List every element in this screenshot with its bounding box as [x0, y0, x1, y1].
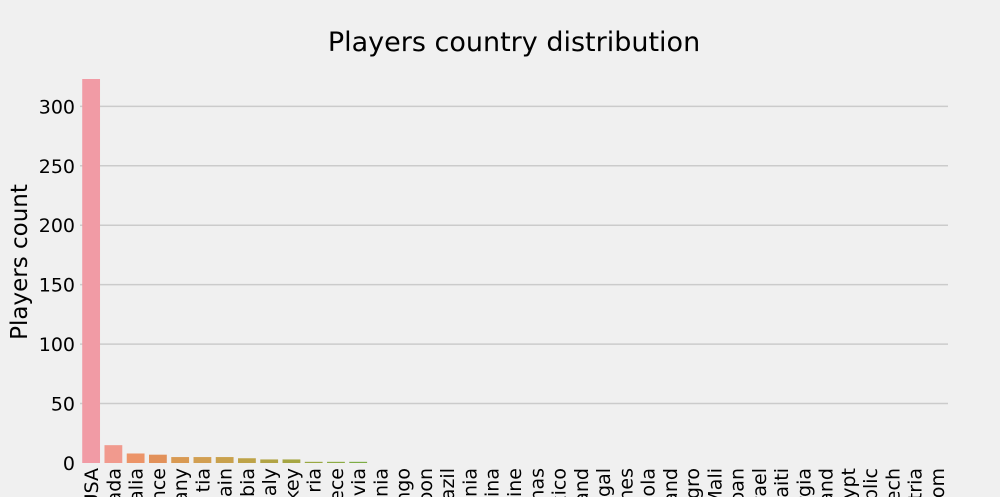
x-tick-label: ece: [326, 468, 348, 497]
x-tick-label: and: [660, 468, 682, 497]
x-tick-label: ech: [882, 468, 904, 497]
bar-greece: [327, 461, 345, 463]
x-tick-label: nia: [370, 468, 392, 497]
x-tick-label: ypt: [838, 468, 860, 497]
x-tick-label: mas: [526, 468, 548, 497]
x-tick-label: ain: [215, 468, 237, 497]
bar-germany: [171, 457, 190, 463]
y-tick-label: 100: [39, 334, 75, 356]
bars: [82, 79, 368, 463]
x-tick-label: rgia: [793, 468, 815, 497]
bar-serbia: [238, 458, 256, 463]
x-tick-label: stria: [905, 468, 927, 497]
x-tick-label: ola: [638, 468, 660, 497]
x-tick-label: tina: [482, 468, 504, 497]
bar-turkey: [282, 459, 301, 463]
x-tick-label: dom: [927, 468, 949, 497]
x-tick-label: azil: [437, 468, 459, 497]
x-tick-label: nia: [459, 468, 481, 497]
x-tick-label: ngo: [393, 468, 415, 497]
y-tick-label: 50: [51, 394, 75, 416]
x-tick-label: oon: [415, 468, 437, 497]
bar-italy: [260, 459, 279, 463]
x-tick-label: aiti: [771, 468, 793, 497]
y-tick-label: 250: [39, 156, 75, 178]
y-tick-label: 300: [39, 96, 75, 118]
x-tick-label: egal: [593, 468, 615, 497]
x-tick-label: any: [170, 468, 192, 497]
x-tick-label: egro: [682, 468, 704, 497]
x-tick-label: via: [348, 468, 370, 496]
x-tick-label: aine: [504, 468, 526, 497]
x-tick-label: xico: [549, 468, 571, 497]
x-tick-label: aly: [259, 468, 281, 496]
x-tick-label: blic: [860, 468, 882, 497]
bar-canada: [104, 445, 123, 463]
y-tick-label: 200: [39, 215, 75, 237]
x-tick-label: and: [571, 468, 593, 497]
x-tick-label: pan: [727, 468, 749, 497]
bar-croatia: [193, 457, 212, 463]
bar-spain: [215, 457, 234, 463]
x-tick-label: USA: [81, 468, 103, 497]
x-tick-label: tia: [192, 468, 214, 492]
y-tick-label: 0: [63, 453, 75, 475]
y-tick-label: 150: [39, 275, 75, 297]
bar-latvia: [349, 461, 368, 463]
bar-usa: [82, 79, 101, 463]
gridlines: [80, 105, 948, 405]
y-axis-label: Players count: [7, 184, 33, 340]
bar-france: [148, 454, 167, 463]
x-tick-label: Mali: [704, 468, 726, 497]
x-tick-label: key: [281, 468, 303, 497]
x-tick-label: bia: [237, 468, 259, 497]
y-axis-ticks: 0 50 100 150 200 250 300: [39, 96, 75, 475]
x-tick-label: rael: [749, 468, 771, 497]
x-tick-label: nce: [148, 468, 170, 497]
chart-title: Players country distribution: [328, 27, 700, 58]
x-axis-ticks: USA nada alia nce any tia ain bia aly key ria ece vi…: [81, 468, 949, 497]
bar-nigeria: [304, 461, 323, 463]
x-tick-label: alia: [126, 468, 148, 497]
x-tick-label: nes: [615, 468, 637, 497]
bar-australia: [126, 453, 145, 463]
x-tick-label: and: [816, 468, 838, 497]
x-tick-label: ria: [304, 468, 326, 493]
x-tick-label: nada: [103, 468, 125, 497]
